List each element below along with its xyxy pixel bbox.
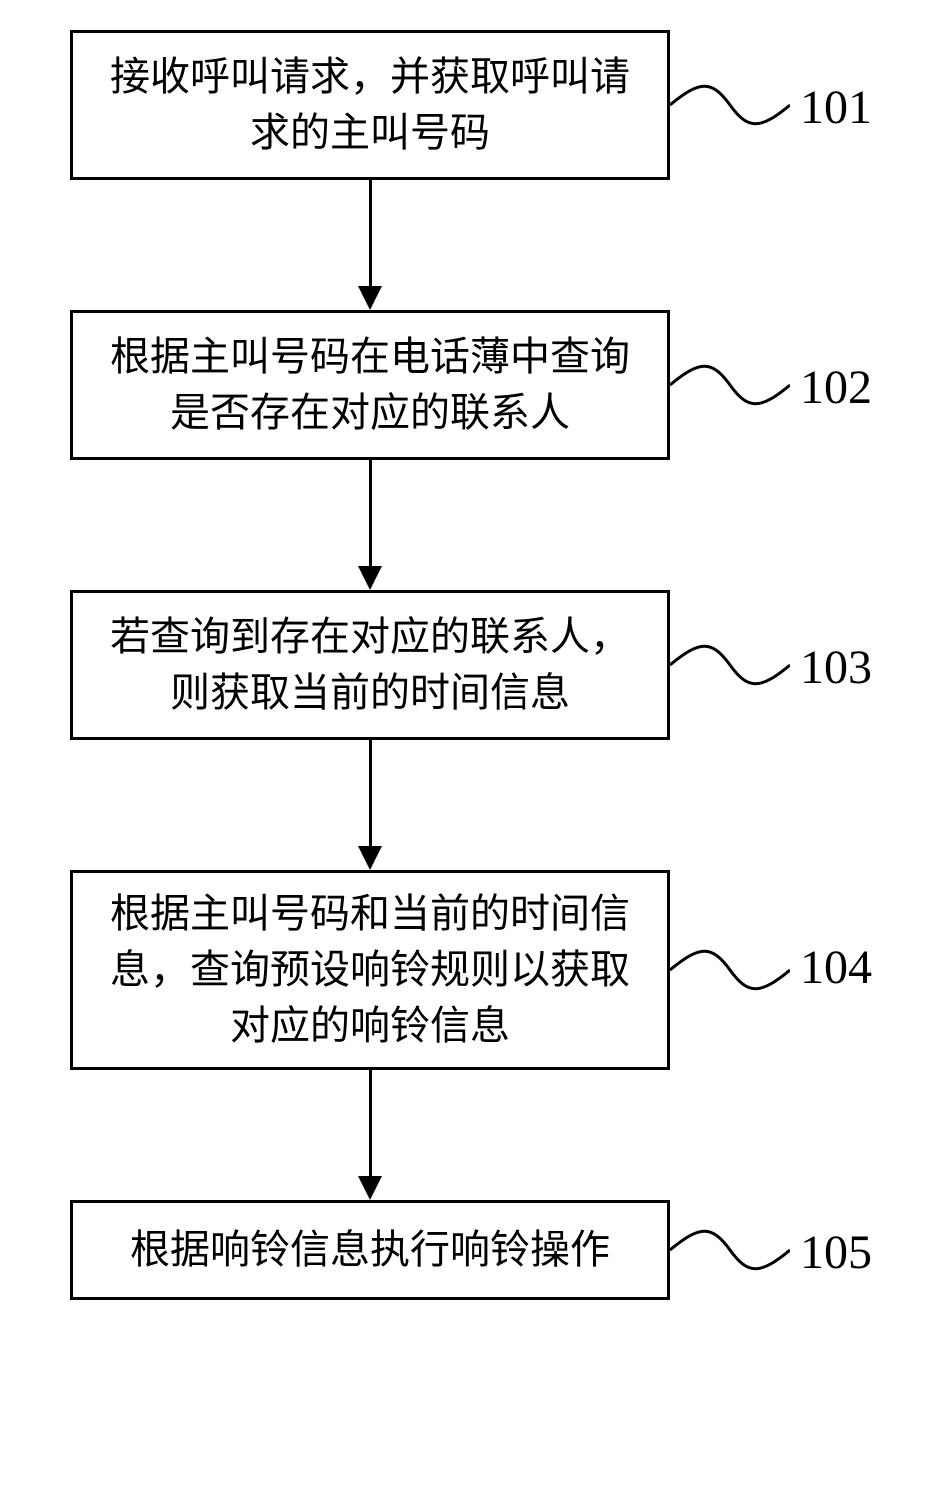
flow-label-101: 101 [800, 80, 872, 135]
flow-node-text: 根据主叫号码和当前的时间信 息，查询预设响铃规则以获取 对应的响铃信息 [110, 886, 630, 1054]
connector-squiggle [670, 355, 790, 415]
flow-node-n4: 根据主叫号码和当前的时间信 息，查询预设响铃规则以获取 对应的响铃信息 [70, 870, 670, 1070]
arrow-line [369, 740, 372, 850]
arrow-head-icon [358, 566, 382, 590]
flow-node-n5: 根据响铃信息执行响铃操作 [70, 1200, 670, 1300]
arrow-line [369, 1070, 372, 1180]
connector-squiggle [670, 75, 790, 135]
flow-node-n3: 若查询到存在对应的联系人， 则获取当前的时间信息 [70, 590, 670, 740]
flow-label-104: 104 [800, 940, 872, 995]
arrow-line [369, 460, 372, 570]
arrow-head-icon [358, 846, 382, 870]
arrow-head-icon [358, 1176, 382, 1200]
flow-label-103: 103 [800, 640, 872, 695]
arrow-head-icon [358, 286, 382, 310]
flow-node-n2: 根据主叫号码在电话薄中查询 是否存在对应的联系人 [70, 310, 670, 460]
flow-node-text: 根据响铃信息执行响铃操作 [130, 1222, 610, 1278]
connector-squiggle [670, 1220, 790, 1280]
flow-node-text: 根据主叫号码在电话薄中查询 是否存在对应的联系人 [110, 329, 630, 441]
connector-squiggle [670, 940, 790, 1000]
flow-node-text: 若查询到存在对应的联系人， 则获取当前的时间信息 [110, 609, 630, 721]
flow-node-text: 接收呼叫请求，并获取呼叫请 求的主叫号码 [110, 49, 630, 161]
flow-label-102: 102 [800, 360, 872, 415]
arrow-line [369, 180, 372, 290]
connector-squiggle [670, 635, 790, 695]
flow-node-n1: 接收呼叫请求，并获取呼叫请 求的主叫号码 [70, 30, 670, 180]
flow-label-105: 105 [800, 1225, 872, 1280]
